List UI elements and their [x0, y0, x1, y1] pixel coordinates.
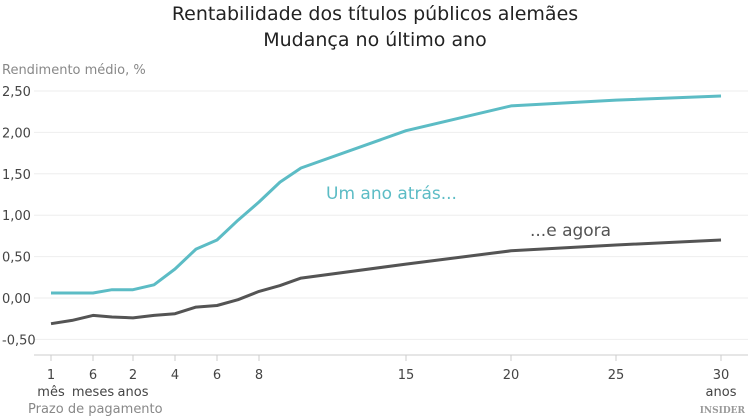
y-tick-label: 1,50 [2, 168, 31, 183]
x-tick-label: 2 [129, 368, 137, 383]
y-tick-label: 2,50 [2, 85, 31, 100]
chart-subtitle: Mudança no último ano [263, 29, 487, 51]
y-tick-label: 0,50 [2, 251, 31, 266]
y-tick-label: 1,00 [2, 209, 31, 224]
x-tick-sublabel: anos [706, 385, 737, 400]
x-tick-label: 20 [503, 368, 520, 383]
series-line-1 [50, 238, 722, 326]
series-label-0: Um ano atrás... [326, 184, 457, 204]
x-tick-sublabel: meses [72, 385, 114, 400]
x-tick-label: 4 [171, 368, 179, 383]
x-tick-sublabel: mês [37, 385, 65, 400]
watermark-logo: INSIDER [700, 406, 746, 416]
y-tick-label: -0,50 [2, 333, 36, 348]
x-tick-label: 8 [255, 368, 263, 383]
x-tick-label: 25 [608, 368, 625, 383]
x-tick-label: 6 [89, 368, 97, 383]
x-tick-sublabel: anos [118, 385, 149, 400]
x-axis-label: Prazo de pagamento [28, 402, 163, 417]
y-tick-label: 0,00 [2, 292, 31, 307]
x-tick-label: 15 [398, 368, 415, 383]
chart-title: Rentabilidade dos títulos públicos alemã… [172, 3, 578, 25]
y-tick-label: 2,00 [2, 126, 31, 141]
x-tick-label: 1 [47, 368, 55, 383]
y-axis-label: Rendimento médio, % [2, 63, 146, 78]
x-tick-label: 30 [713, 368, 730, 383]
series-label-1: ...e agora [530, 221, 611, 241]
x-tick-label: 6 [213, 368, 221, 383]
